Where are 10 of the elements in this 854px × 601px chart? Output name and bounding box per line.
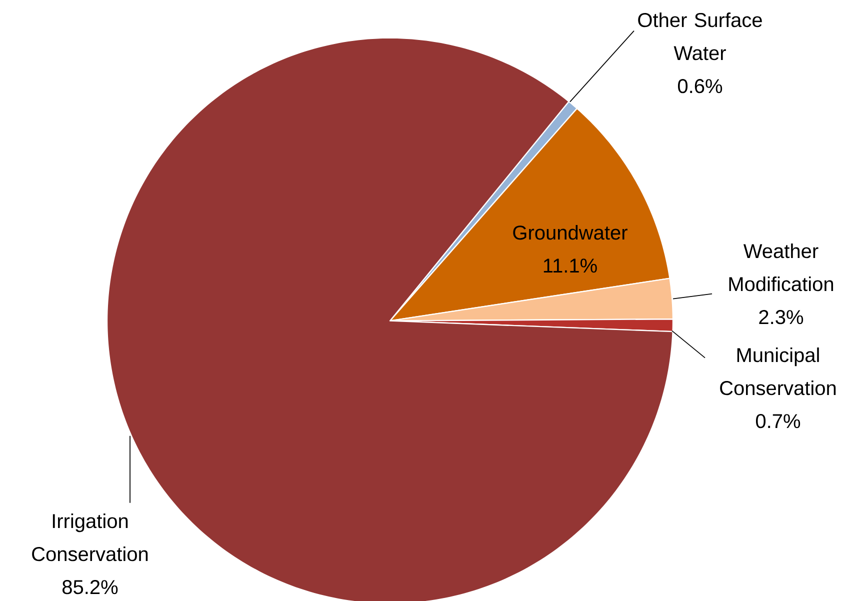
slice-label: Groundwater [513,225,628,240]
slice-label: Municipal Conservation [720,347,836,396]
slice-label: Weather Modification [729,244,834,292]
slice-label: Irrigation Conservation [32,513,148,562]
data-label: 0.7% [756,414,800,428]
slice-label: Other Surface Water [638,12,762,60]
data-label: 11.1% [544,258,597,273]
data-label: 85.2% [62,580,118,594]
data-label: 0.6% [678,79,722,94]
data-label: 2.3% [759,310,804,324]
